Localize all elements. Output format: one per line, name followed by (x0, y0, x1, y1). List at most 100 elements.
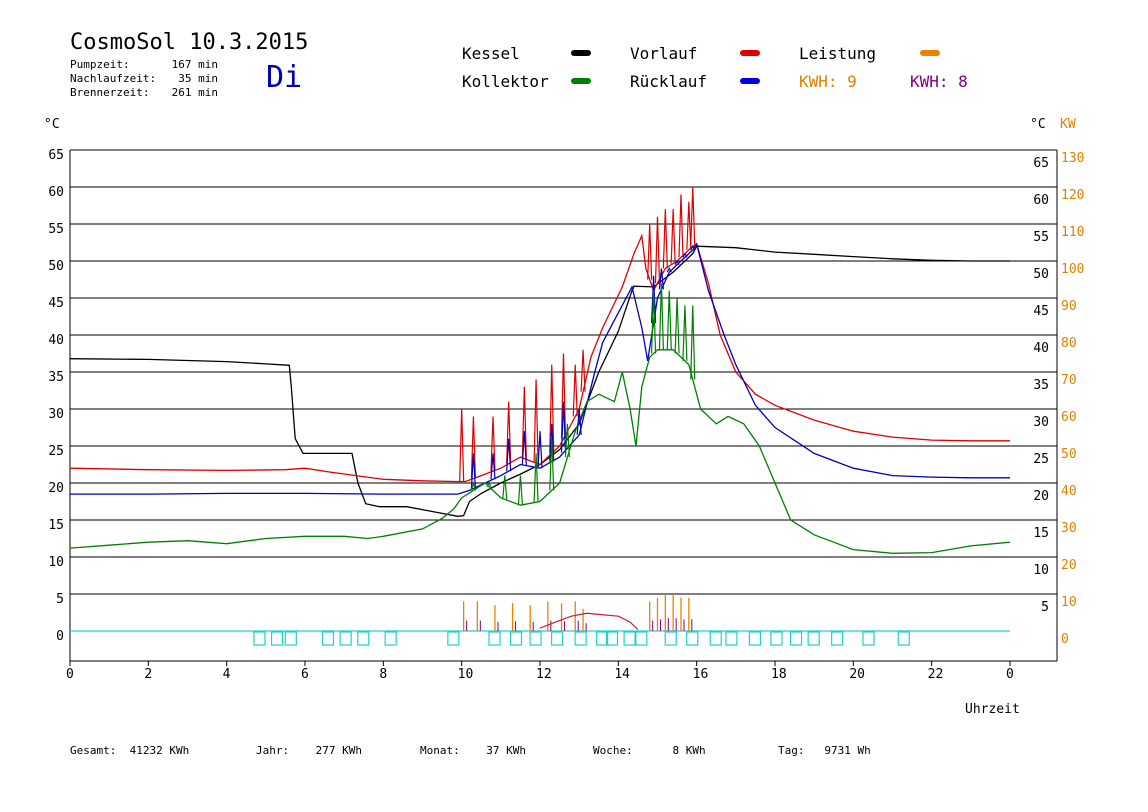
leistung-hump (539, 612, 639, 630)
spike-vorlauf (506, 401, 512, 464)
pump-marker (529, 631, 542, 646)
y-tick-right-kw: 70 (1061, 373, 1077, 388)
spike-ruecklauf (560, 401, 567, 453)
x-tick-label: 0 (1006, 667, 1014, 682)
pump-marker (831, 631, 844, 646)
x-tick-label: 0 (66, 667, 74, 682)
spike-vorlauf (560, 353, 567, 439)
y-tick-right-c: 60 (1033, 193, 1049, 208)
spike-vorlauf (533, 379, 539, 464)
footer-gesamt: Gesamt: 41232 KWh (70, 744, 190, 757)
pump-marker (664, 631, 677, 646)
chart-title: CosmoSol 10.3.2015 (70, 30, 309, 55)
y-tick-right-kw: 20 (1061, 558, 1077, 573)
spike-ruecklauf (521, 431, 527, 466)
series-line-vorlauf (69, 233, 1010, 483)
spike-vorlauf (670, 209, 676, 264)
x-axis-title: Uhrzeit (965, 702, 1020, 717)
right-axis-unit-kw: KW (1060, 117, 1076, 132)
pump-marker (339, 631, 352, 646)
y-tick-right-c: 35 (1033, 378, 1049, 393)
x-tick-label: 18 (771, 667, 787, 682)
y-tick-right-c: 65 (1033, 156, 1049, 171)
pump-marker (253, 631, 266, 646)
y-tick-right-kw: 10 (1061, 595, 1077, 610)
y-tick-right-c: 20 (1033, 489, 1049, 504)
y-tick-left: 30 (48, 407, 64, 422)
spike-vorlauf (521, 386, 527, 459)
y-tick-left: 15 (48, 518, 64, 533)
spike-kollektor (517, 475, 524, 506)
x-tick-label: 20 (849, 667, 865, 682)
y-tick-left: 45 (48, 296, 64, 311)
spike-vorlauf (572, 364, 578, 417)
weekday-label: Di (266, 60, 303, 95)
y-tick-left: 65 (48, 148, 64, 163)
pump-marker (270, 631, 284, 646)
y-tick-left: 10 (48, 555, 64, 570)
y-tick-left: 60 (48, 185, 64, 200)
footer-tag: Tag: 9731 Wh (778, 744, 871, 757)
spike-ruecklauf (666, 267, 672, 273)
spike-vorlauf (662, 209, 668, 269)
pump-marker (748, 631, 762, 646)
spike-kollektor (470, 480, 476, 491)
y-tick-left: 35 (48, 370, 64, 385)
y-tick-left: 25 (48, 444, 64, 459)
spike-ruecklauf (490, 453, 496, 480)
x-tick-label: 8 (379, 667, 388, 682)
spike-ruecklauf (682, 252, 688, 258)
pump-marker (623, 631, 636, 646)
pump-marker (789, 631, 803, 646)
x-tick-label: 22 (927, 667, 944, 682)
y-tick-left: 50 (48, 259, 64, 274)
legend-vorlauf: Vorlauf (630, 44, 698, 63)
legend-ruecklauf-swatch (740, 78, 760, 84)
pump-marker (284, 631, 297, 646)
series-line-kollektor (69, 349, 1011, 554)
x-tick-label: 12 (536, 667, 552, 682)
y-tick-left: 55 (48, 222, 64, 237)
spike-kollektor (674, 297, 680, 354)
spike-kollektor (650, 290, 657, 354)
y-tick-right-c: 5 (1041, 600, 1049, 615)
legend-kollektor: Kollektor (462, 72, 549, 91)
pump-marker (596, 631, 609, 646)
y-tick-right-kw: 90 (1061, 299, 1077, 314)
legend-leistung: Leistung (799, 44, 877, 63)
y-tick-right-c: 45 (1033, 304, 1049, 319)
x-tick-label: 10 (457, 667, 474, 682)
pump-marker (770, 631, 783, 646)
spike-kollektor (682, 305, 688, 361)
y-tick-right-c: 15 (1033, 526, 1049, 541)
spike-kollektor (658, 283, 665, 350)
y-tick-right-c: 10 (1033, 563, 1049, 578)
pump-marker (488, 631, 501, 646)
spike-vorlauf (459, 408, 465, 482)
y-tick-right-kw: 0 (1061, 632, 1069, 647)
footer-woche: Woche: 8 KWh (593, 744, 706, 757)
spike-ruecklauf (576, 408, 582, 435)
footer-monat: Monat: 37 KWh (420, 744, 526, 757)
legend-kwh-purple: KWH: 8 (910, 72, 968, 91)
pump-marker (862, 631, 875, 646)
spike-ruecklauf (470, 453, 477, 489)
y-tick-right-c: 25 (1033, 452, 1049, 467)
legend-vorlauf-swatch (740, 50, 760, 56)
pump-marker (709, 631, 722, 646)
x-tick-label: 2 (144, 667, 153, 682)
y-tick-left: 0 (56, 629, 64, 644)
pump-marker (509, 631, 523, 646)
spike-kollektor (533, 453, 539, 503)
y-tick-left: 5 (56, 592, 64, 607)
pump-marker (635, 631, 648, 646)
y-tick-right-kw: 110 (1061, 225, 1085, 240)
legend-kwh-orange: KWH: 9 (799, 72, 857, 91)
pump-marker (357, 631, 370, 646)
info-nachlaufzeit: Nachlaufzeit: 35 min (70, 72, 218, 85)
y-tick-left: 20 (48, 481, 64, 496)
spike-vorlauf (647, 223, 653, 280)
spike-ruecklauf (549, 423, 555, 462)
pump-marker (574, 631, 587, 646)
